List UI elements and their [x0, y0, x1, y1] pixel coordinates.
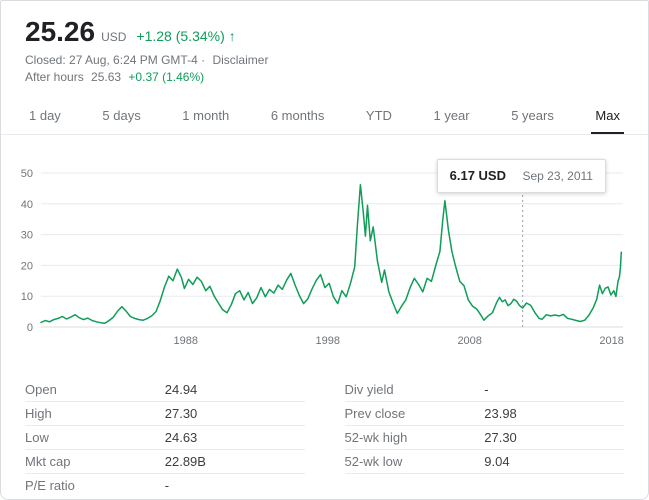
tooltip-date: Sep 23, 2011: [522, 168, 593, 183]
stat-row-mkt-cap: Mkt cap 22.89B: [25, 450, 305, 474]
after-hours-price: 25.63: [91, 69, 122, 84]
currency-label: USD: [101, 30, 127, 44]
stat-value: 22.89B: [164, 453, 206, 469]
tab-5-days[interactable]: 5 days: [102, 107, 141, 123]
stat-label: 52-wk low: [344, 453, 403, 469]
price-value: 25.26: [25, 16, 96, 47]
up-arrow-icon: ↑: [228, 28, 236, 44]
tab-1-year[interactable]: 1 year: [433, 107, 470, 123]
stat-row-52-wk-high: 52-wk high 27.30: [344, 426, 624, 450]
stat-label: P/E ratio: [25, 477, 75, 493]
disclaimer-link[interactable]: Disclaimer: [212, 52, 269, 67]
x-axis-tick-label: 2008: [457, 335, 481, 347]
stat-label: Div yield: [344, 381, 394, 397]
stat-row-52-wk-low: 52-wk low 9.04: [344, 450, 624, 474]
price-row: 25.26 USD +1.28 (5.34%) ↑: [25, 16, 624, 48]
y-axis-tick-label: 30: [21, 229, 33, 241]
stat-row-high: High 27.30: [25, 402, 305, 426]
stat-row-prev-close: Prev close 23.98: [344, 402, 624, 426]
price-line: [40, 183, 623, 324]
x-axis-labels: 1988 1998 2008 2018: [174, 335, 624, 347]
tooltip-price: 6.17 USD: [449, 167, 506, 183]
x-axis-tick-label: 1998: [315, 335, 339, 347]
x-axis-tick-label: 2018: [599, 335, 623, 347]
stat-label: Open: [25, 381, 57, 397]
stats-column-left: Open 24.94 High 27.30 Low 24.63 Mkt cap 22.89B P…: [25, 378, 305, 497]
stat-row-open: Open 24.94: [25, 378, 305, 402]
y-axis-tick-label: 40: [21, 199, 33, 211]
stat-value: 9.04: [484, 453, 510, 469]
stat-label: Low: [25, 429, 49, 445]
after-hours-row: After hours 25.63 +0.37 (1.46%): [25, 70, 624, 84]
quote-header: 25.26 USD +1.28 (5.34%) ↑ Closed: 27 Aug…: [1, 1, 648, 90]
tab-ytd[interactable]: YTD: [365, 107, 392, 123]
tab-5-years[interactable]: 5 years: [511, 107, 554, 123]
x-axis-tick-label: 1988: [174, 335, 198, 347]
stat-value: -: [164, 477, 170, 493]
y-axis-tick-label: 0: [27, 322, 33, 334]
price-change: +1.28 (5.34%): [136, 28, 225, 44]
tab-6-months[interactable]: 6 months: [270, 107, 325, 123]
stat-row-p-e-ratio: P/E ratio -: [25, 474, 305, 497]
tab-1-month[interactable]: 1 month: [182, 107, 230, 123]
market-status-text: Closed: 27 Aug, 6:24 PM GMT-4 ·: [25, 52, 206, 67]
tab-1-day[interactable]: 1 day: [29, 107, 61, 123]
stat-value: 24.63: [164, 429, 198, 445]
y-axis-tick-label: 20: [21, 260, 33, 272]
stat-label: Mkt cap: [25, 453, 71, 469]
stat-label: 52-wk high: [344, 429, 408, 445]
stat-label: High: [25, 405, 52, 421]
stats-section: Open 24.94 High 27.30 Low 24.63 Mkt cap 22.89B P…: [1, 378, 648, 497]
chart-tooltip: 6.17 USD Sep 23, 2011: [436, 158, 606, 193]
range-tabs: 1 day 5 days 1 month 6 months YTD 1 year 5 yea…: [1, 98, 648, 135]
stat-row-low: Low 24.63: [25, 426, 305, 450]
chart-area[interactable]: 0 10 20 30 40 50 1988 1998 2008 2018 6.17 USD Sep…: [1, 149, 648, 364]
stat-value: 27.30: [484, 429, 517, 445]
y-axis-tick-label: 10: [21, 291, 33, 303]
after-hours-change: +0.37 (1.46%): [128, 69, 205, 84]
stat-label: Prev close: [344, 405, 406, 421]
market-status-row: Closed: 27 Aug, 6:24 PM GMT-4 · Disclaim…: [25, 53, 624, 67]
stat-value: 24.94: [164, 381, 198, 397]
stat-value: -: [484, 381, 489, 397]
stats-column-right: Div yield - Prev close 23.98 52-wk high 27.30…: [344, 378, 624, 497]
stat-row-div-yield: Div yield -: [344, 378, 624, 402]
y-axis-tick-label: 50: [21, 168, 33, 180]
tab-max[interactable]: Max: [591, 98, 624, 134]
stat-value: 23.98: [484, 405, 517, 421]
stat-value: 27.30: [164, 405, 198, 421]
after-hours-label: After hours: [25, 69, 84, 84]
